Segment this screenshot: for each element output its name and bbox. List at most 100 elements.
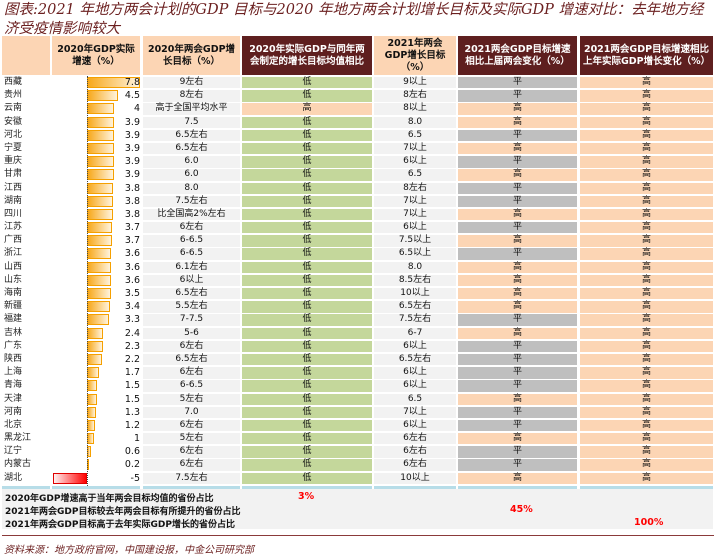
target-vs-actual: 高 (580, 222, 713, 234)
actual-vs-target: 低 (242, 129, 372, 142)
target-vs-actual: 高 (580, 235, 713, 247)
gdp-2020-cell: 3.6 (52, 248, 140, 260)
gdp-2020-bar (87, 314, 110, 326)
divider (374, 486, 456, 489)
gdp-2020-bar (87, 208, 113, 220)
gdp-2020-bar (87, 261, 112, 273)
target-2021: 6以上 (374, 380, 456, 392)
target-change: 平 (458, 406, 577, 419)
summary-value-1: 3% (298, 491, 315, 502)
target-vs-actual: 高 (580, 367, 713, 379)
table-row: 江西 3.8 8.0 低 8左右平高 (0, 182, 720, 195)
target-change: 高 (458, 142, 577, 155)
chart-title: 图表:2021 年地方两会计划的GDP 目标与2020 年地方两会计划增长目标及… (4, 2, 704, 37)
target-2021: 7以上 (374, 406, 456, 419)
province-name: 辽宁 (4, 446, 23, 457)
table-row: 山东 3.6 6以上低 8.5左右高高 (0, 274, 720, 287)
target-change: 高 (458, 288, 577, 300)
target-change: 平 (458, 77, 577, 89)
gdp-2020-cell: 1.5 (52, 393, 140, 405)
target-2020: 6左右 (143, 222, 240, 234)
actual-vs-target: 低 (242, 169, 372, 181)
table-row: 广西 3.7 6-6.5 低 7.5以上高高 (0, 234, 720, 247)
header-2021-vs-2020-target: 2021两会GDP目标增速相比上届两会变化（%） (458, 36, 577, 75)
actual-vs-target: 低 (242, 274, 372, 287)
gdp-2020-value: 3.4 (124, 301, 140, 313)
target-change: 平 (458, 248, 577, 260)
gdp-2020-value: 1.5 (124, 393, 140, 405)
target-2021: 7.5左右 (374, 314, 456, 326)
summary-label-2: 2021年两会GDP目标较去年两会目标有所提升的省份占比 (5, 507, 241, 517)
gdp-2020-value: 3.8 (124, 182, 140, 194)
target-vs-actual: 高 (580, 208, 713, 221)
province-name: 重庆 (4, 156, 23, 167)
gdp-2020-bar (87, 367, 99, 379)
header-2020-target: 2020年两会GDP增长目标（%） (143, 36, 240, 75)
gdp-2020-bar (87, 90, 118, 102)
gdp-2020-bar (87, 393, 98, 405)
table-row: 湖北 -5 7.5左右低 10以上高高 (0, 472, 720, 485)
divider (52, 486, 140, 489)
target-change: 高 (458, 393, 577, 405)
target-change: 高 (458, 116, 577, 128)
target-2020: 7.5 (143, 116, 240, 128)
actual-vs-target: 低 (242, 433, 372, 445)
table-row: 青海 1.5 6-6.5 低 6以上平高 (0, 379, 720, 392)
province-name: 海南 (4, 288, 23, 298)
target-2021: 6以上 (374, 367, 456, 379)
gdp-2020-bar (53, 472, 87, 484)
province-name: 福建 (4, 314, 23, 325)
actual-vs-target: 低 (242, 472, 372, 485)
target-2021: 6.5 (374, 393, 456, 405)
summary-label-1: 2020年GDP增速高于当年两会目标均值的省份占比 (5, 494, 214, 504)
province-name: 陕西 (4, 353, 23, 364)
gdp-2020-bar (87, 222, 113, 234)
gdp-2020-bar (87, 248, 112, 260)
actual-vs-target: 低 (242, 446, 372, 458)
actual-vs-target: 低 (242, 301, 372, 313)
table-row: 河北 3.9 6.5左右低 6.5 平高 (0, 129, 720, 142)
target-2020: 6左右 (143, 446, 240, 458)
target-change: 高 (458, 327, 577, 339)
province-name: 广西 (4, 235, 23, 246)
table-row: 新疆 3.4 5.5左右低 6.5左右高高 (0, 300, 720, 313)
target-2021: 6左右 (374, 446, 456, 458)
target-2021: 10以上 (374, 288, 456, 300)
gdp-2020-value: 3.5 (124, 288, 140, 299)
target-change: 平 (458, 419, 577, 432)
gdp-2020-cell: 3.8 (52, 195, 140, 207)
gdp-2020-value: 3.9 (124, 129, 140, 141)
province-name: 山东 (4, 274, 23, 285)
target-2021: 6以上 (374, 419, 456, 432)
table-row: 河南 1.3 7.0 低 7以上平高 (0, 406, 720, 419)
gdp-2020-bar (87, 169, 114, 181)
actual-vs-target: 低 (242, 182, 372, 194)
target-2021: 7以上 (374, 142, 456, 155)
gdp-2020-value: 3.6 (124, 274, 140, 286)
gdp-2020-value: 3.7 (124, 235, 140, 247)
target-2020: 5.5左右 (143, 301, 240, 313)
bar-zero-axis (87, 76, 88, 486)
gdp-2020-cell: 1.2 (52, 419, 140, 431)
gdp-2020-bar (87, 340, 103, 352)
table-row: 广东 2.3 6左右低 6以上平高 (0, 340, 720, 353)
target-change: 平 (458, 182, 577, 194)
table-body: 西藏 7.8 9左右低 9以上平高贵州 4.5 8左右低 8左右平高云南 4 高于全国平均水平高… (0, 76, 720, 485)
gdp-2020-value: 1.2 (124, 419, 140, 431)
target-2020: 6.5左右 (143, 142, 240, 155)
target-change: 平 (458, 90, 577, 102)
target-vs-actual: 高 (580, 380, 713, 392)
province-name: 北京 (4, 419, 23, 430)
gdp-2020-cell: 3.7 (52, 222, 140, 234)
gdp-2020-cell: 3.9 (52, 116, 140, 128)
actual-vs-target: 低 (242, 248, 372, 260)
target-change: 高 (458, 208, 577, 221)
target-2020: 6左右 (143, 367, 240, 379)
table-row: 北京 1.2 6左右低 6以上平高 (0, 419, 720, 432)
gdp-2020-cell: 3.9 (52, 142, 140, 154)
gdp-2020-cell: 3.9 (52, 169, 140, 181)
province-name: 河南 (4, 406, 23, 417)
target-2020: 9左右 (143, 77, 240, 89)
target-vs-actual: 高 (580, 156, 713, 168)
divider (580, 486, 713, 489)
